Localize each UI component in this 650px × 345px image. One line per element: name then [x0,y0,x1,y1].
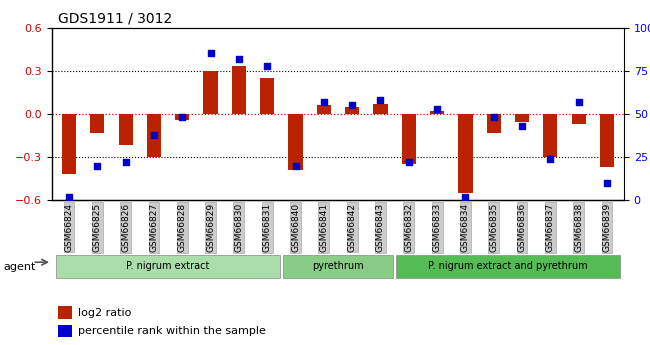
Point [432,106,442,111]
Text: GSM66824: GSM66824 [64,203,73,252]
Bar [458,114,473,193]
Bar [58,306,72,319]
Bar [289,114,303,170]
Text: agent: agent [3,263,36,272]
Bar [373,104,387,114]
Point [64,194,74,199]
Text: GSM66832: GSM66832 [404,203,413,252]
Point [404,159,414,165]
FancyBboxPatch shape [283,255,393,278]
Text: GSM66837: GSM66837 [546,203,555,252]
Bar [515,114,529,122]
Bar [571,114,586,124]
FancyBboxPatch shape [396,255,619,278]
Bar [176,114,189,120]
Text: GSM66833: GSM66833 [433,203,441,252]
Text: GSM66828: GSM66828 [177,203,187,252]
Text: pyrethrum: pyrethrum [312,261,364,270]
Text: log2 ratio: log2 ratio [78,308,131,317]
Bar [90,114,105,132]
Point [92,163,103,168]
Bar [62,114,76,174]
FancyBboxPatch shape [57,255,280,278]
Point [205,51,216,56]
Point [149,132,159,137]
Bar [118,114,133,146]
Text: GSM66842: GSM66842 [348,203,357,252]
Point [489,115,499,120]
Text: GSM66834: GSM66834 [461,203,470,252]
Text: P. nigrum extract: P. nigrum extract [126,261,210,270]
Bar [543,114,558,157]
Text: GSM66835: GSM66835 [489,203,499,252]
Text: GSM66825: GSM66825 [93,203,102,252]
Point [517,123,527,129]
Bar [147,114,161,157]
Point [460,194,471,199]
Point [573,99,584,105]
Point [234,56,244,61]
Bar [203,71,218,114]
Point [347,102,358,108]
Text: GSM66840: GSM66840 [291,203,300,252]
Point [120,159,131,165]
Text: GSM66829: GSM66829 [206,203,215,252]
Point [177,115,187,120]
Text: GSM66839: GSM66839 [603,203,612,252]
Bar [260,78,274,114]
Point [318,99,329,105]
Point [602,180,612,186]
Point [291,163,301,168]
Bar [317,105,331,114]
Text: GSM66836: GSM66836 [517,203,526,252]
Text: GSM66831: GSM66831 [263,203,272,252]
Point [375,97,385,103]
Text: GSM66841: GSM66841 [319,203,328,252]
Bar [600,114,614,167]
Text: percentile rank within the sample: percentile rank within the sample [78,326,266,336]
Text: GSM66826: GSM66826 [121,203,130,252]
Bar [232,66,246,114]
Text: GSM66827: GSM66827 [150,203,159,252]
Bar [487,114,501,132]
Bar [345,107,359,114]
Text: GSM66838: GSM66838 [574,203,583,252]
Bar [402,114,416,164]
Bar [430,111,444,114]
Text: GSM66843: GSM66843 [376,203,385,252]
Point [262,63,272,68]
Text: GSM66830: GSM66830 [235,203,243,252]
Text: GDS1911 / 3012: GDS1911 / 3012 [58,11,172,25]
Point [545,156,556,161]
Bar [58,325,72,337]
Text: P. nigrum extract and pyrethrum: P. nigrum extract and pyrethrum [428,261,588,270]
